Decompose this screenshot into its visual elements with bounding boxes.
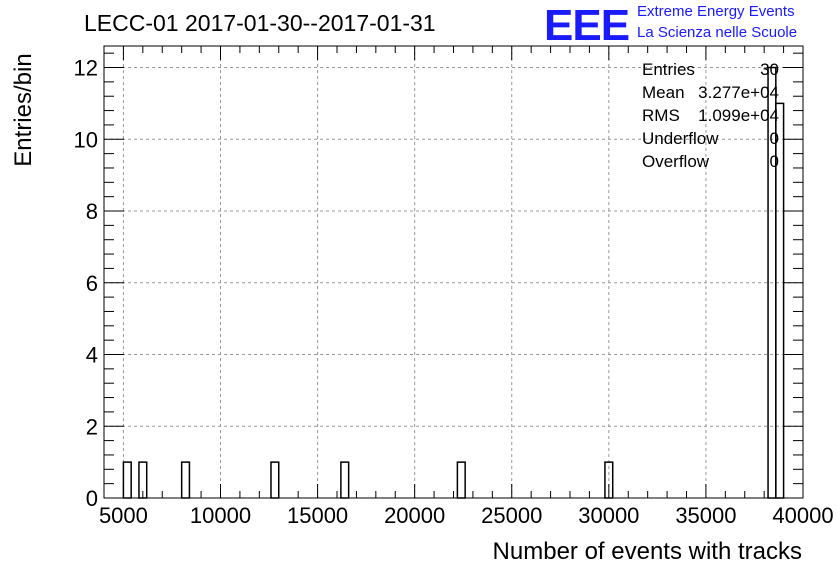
x-tick-label: 10000 — [190, 503, 251, 528]
stats-overflow-label: Overflow — [642, 152, 710, 171]
eee-logo: EEE — [544, 2, 630, 46]
stats-overflow-value: 0 — [769, 152, 779, 171]
stats-rms-value: 1.099e+04 — [698, 106, 779, 125]
y-tick-label: 0 — [86, 486, 98, 511]
stats-underflow-value: 0 — [769, 129, 779, 148]
y-tick-label: 6 — [86, 271, 98, 296]
x-tick-label: 25000 — [481, 503, 542, 528]
x-tick-label: 40000 — [772, 503, 833, 528]
histogram-bar — [122, 461, 132, 499]
logo-text-line1: Extreme Energy Events — [637, 3, 795, 20]
stats-entries-label: Entries — [642, 60, 695, 79]
stats-entries-value: 30 — [760, 60, 779, 79]
x-tick-label: 5000 — [99, 503, 148, 528]
y-tick-label: 4 — [86, 343, 98, 368]
x-tick-label: 35000 — [675, 503, 736, 528]
x-tick-label: 30000 — [578, 503, 639, 528]
grid-lines — [104, 46, 804, 498]
y-tick-label: 2 — [86, 414, 98, 439]
chart-title: LECC-01 2017-01-30--2017-01-31 — [84, 10, 436, 36]
y-tick-label: 8 — [86, 199, 98, 224]
stats-mean-value: 3.277e+04 — [698, 83, 779, 102]
x-tick-label: 20000 — [384, 503, 445, 528]
y-tick-label: 10 — [74, 127, 98, 152]
tick-labels: 5000 10000 15000 20000 25000 30000 35000 40000 0… — [74, 56, 834, 528]
stats-mean-label: Mean — [642, 83, 685, 102]
svg-text:EEE: EEE — [544, 2, 629, 46]
y-tick-label: 12 — [74, 56, 98, 81]
stats-rms-label: RMS — [642, 106, 680, 125]
histogram-bar — [456, 461, 466, 499]
histogram-bar — [270, 461, 280, 499]
histogram-bar — [180, 461, 191, 499]
histogram-bar — [340, 461, 350, 499]
stats-underflow-label: Underflow — [642, 129, 719, 148]
logo-text-line2: La Scienza nelle Scuole — [637, 24, 798, 41]
axis-ticks — [103, 46, 804, 499]
x-axis-label: Number of events with tracks — [492, 538, 802, 565]
x-tick-label: 15000 — [287, 503, 348, 528]
